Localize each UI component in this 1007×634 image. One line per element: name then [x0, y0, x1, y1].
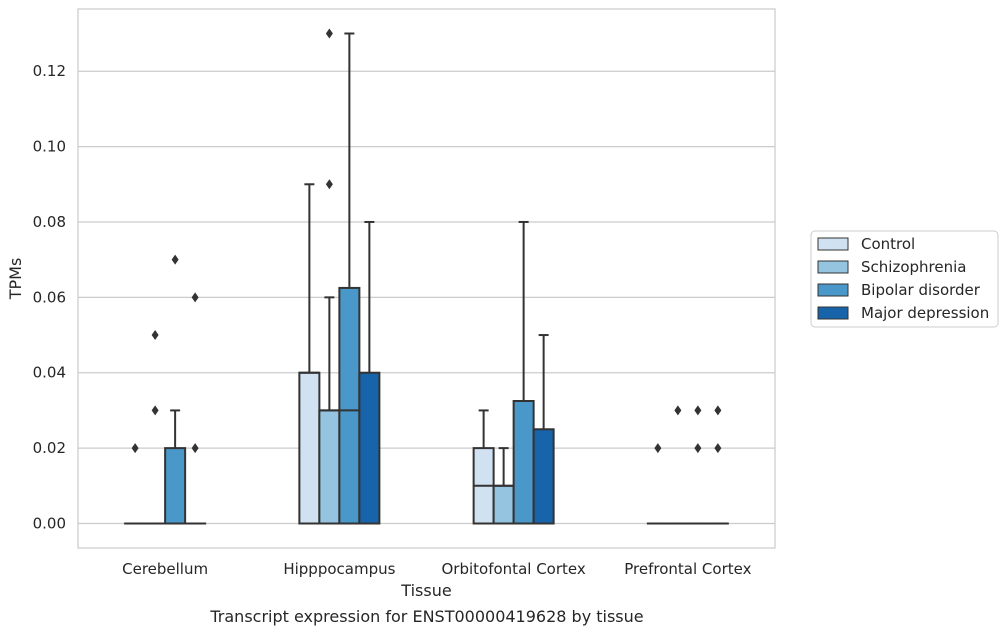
y-tick-label: 0.00 [33, 515, 66, 533]
box-1-0 [298, 183, 321, 525]
y-axis-title: TPMs [6, 258, 25, 301]
y-tick-label: 0.06 [33, 288, 66, 306]
figure-caption: Transcript expression for ENST0000041962… [209, 607, 643, 626]
box-2-1 [492, 447, 515, 525]
box-series [124, 28, 729, 525]
outlier-point [714, 443, 722, 454]
legend-label: Bipolar disorder [861, 281, 981, 299]
y-tick-label: 0.02 [33, 439, 66, 457]
outlier-point [325, 28, 333, 39]
legend-label: Major depression [861, 304, 989, 322]
plot-area-frame [77, 8, 776, 549]
legend-swatch [817, 260, 849, 274]
legend-swatch [817, 237, 849, 251]
outlier-point [325, 179, 333, 190]
outlier-point [171, 254, 179, 265]
outlier-point [674, 405, 682, 416]
y-tick-label: 0.04 [33, 364, 66, 382]
y-tick-label: 0.08 [33, 213, 66, 231]
box-iqr [532, 428, 555, 525]
box-0-2 [164, 254, 187, 525]
x-tick-label: Orbitofontal Cortex [442, 560, 586, 578]
box-iqr [512, 400, 535, 525]
outlier-point [151, 330, 159, 341]
outlier-point [191, 292, 199, 303]
box-2-3 [532, 334, 555, 525]
box-3-2 [686, 405, 709, 525]
outlier-point [694, 405, 702, 416]
box-0-0 [124, 443, 147, 525]
box-iqr [492, 484, 515, 525]
x-tick-label: Hipppocampus [283, 560, 395, 578]
box-0-1 [144, 330, 167, 525]
box-iqr [358, 371, 381, 525]
y-tick-labels: 0.00 0.02 0.04 0.06 0.08 0.10 0.12 [33, 62, 66, 532]
outlier-point [131, 443, 139, 454]
outlier-point [714, 405, 722, 416]
box-3-0 [646, 443, 669, 525]
outlier-point [694, 443, 702, 454]
y-tick-label: 0.12 [33, 62, 66, 80]
x-tick-labels: Cerebellum Hipppocampus Orbitofontal Corte… [122, 560, 751, 578]
legend: Control Schizophrenia Bipolar disorder Majo… [810, 230, 999, 328]
box-iqr [318, 409, 341, 525]
legend-swatch [817, 283, 849, 297]
outlier-point [191, 443, 199, 454]
box-iqr [298, 371, 321, 525]
box-1-2 [338, 32, 361, 525]
legend-label: Schizophrenia [861, 258, 966, 276]
legend-label: Control [861, 235, 915, 253]
legend-box [810, 230, 999, 328]
x-axis-title: Tissue [400, 581, 451, 600]
x-tick-label: Prefrontal Cortex [624, 560, 751, 578]
box-3-3 [706, 405, 729, 525]
box-1-1 [318, 28, 341, 525]
box-1-3 [358, 220, 381, 525]
box-3-1 [666, 405, 689, 525]
outlier-point [151, 405, 159, 416]
y-tick-label: 0.10 [33, 138, 66, 156]
x-tick-label: Cerebellum [122, 560, 208, 578]
box-2-0 [472, 409, 495, 525]
box-iqr [164, 447, 187, 525]
box-0-3 [184, 292, 207, 525]
legend-swatch [817, 306, 849, 320]
outlier-point [654, 443, 662, 454]
box-iqr [338, 286, 361, 525]
